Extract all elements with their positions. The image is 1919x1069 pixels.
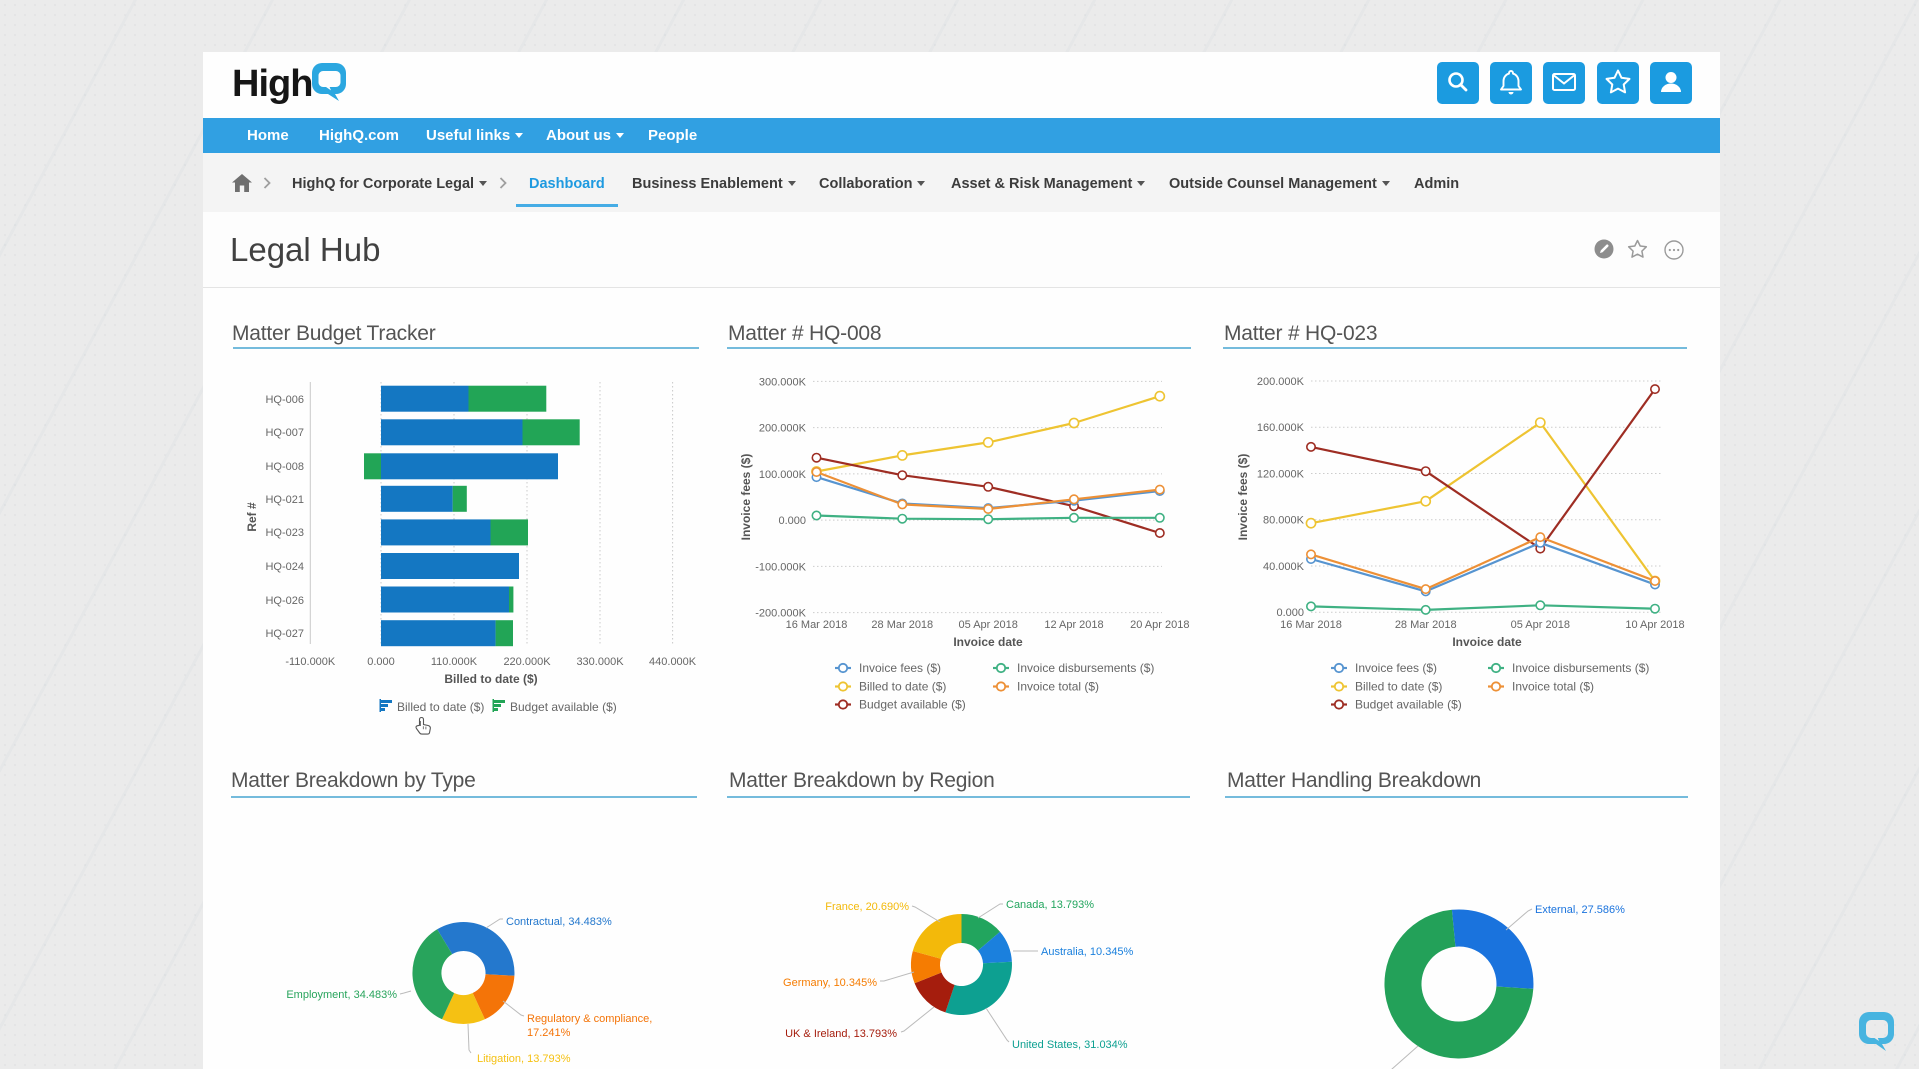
svg-text:200.000K: 200.000K	[1257, 376, 1305, 388]
svg-text:05 Apr 2018: 05 Apr 2018	[959, 619, 1018, 631]
svg-text:HQ-006: HQ-006	[265, 394, 304, 406]
svg-text:HQ-024: HQ-024	[265, 561, 304, 573]
svg-text:HQ-007: HQ-007	[265, 427, 304, 439]
svg-text:-110.000K: -110.000K	[285, 656, 336, 668]
svg-text:120.000K: 120.000K	[1257, 469, 1305, 481]
svg-text:Budget available ($): Budget available ($)	[1355, 698, 1462, 712]
svg-text:100.000K: 100.000K	[759, 469, 807, 481]
svg-text:Invoice fees ($): Invoice fees ($)	[1236, 454, 1250, 541]
svg-text:440.000K: 440.000K	[649, 656, 697, 668]
svg-text:0.000: 0.000	[1276, 607, 1304, 619]
svg-text:Billed to date ($): Billed to date ($)	[397, 700, 484, 714]
svg-text:40.000K: 40.000K	[1263, 561, 1305, 573]
svg-text:220.000K: 220.000K	[503, 656, 551, 668]
svg-text:Billed to date ($): Billed to date ($)	[859, 680, 946, 694]
svg-text:0.000: 0.000	[367, 656, 395, 668]
svg-text:300.000K: 300.000K	[759, 376, 807, 388]
svg-text:330.000K: 330.000K	[576, 656, 624, 668]
svg-text:Billed to date ($): Billed to date ($)	[444, 672, 537, 686]
svg-text:16 Mar 2018: 16 Mar 2018	[786, 619, 848, 631]
svg-text:20 Apr 2018: 20 Apr 2018	[1130, 619, 1189, 631]
svg-text:HQ-026: HQ-026	[265, 595, 304, 607]
svg-text:160.000K: 160.000K	[1257, 422, 1305, 434]
svg-text:110.000K: 110.000K	[431, 656, 478, 668]
svg-text:10 Apr 2018: 10 Apr 2018	[1625, 619, 1684, 631]
svg-text:Invoice total ($): Invoice total ($)	[1512, 680, 1594, 694]
svg-text:Litigation, 13.793%: Litigation, 13.793%	[477, 1053, 571, 1065]
svg-text:Budget available ($): Budget available ($)	[510, 700, 617, 714]
svg-text:0.000: 0.000	[778, 515, 806, 527]
svg-text:Invoice disbursements ($): Invoice disbursements ($)	[1017, 661, 1154, 675]
svg-text:Canada, 13.793%: Canada, 13.793%	[1006, 899, 1094, 911]
svg-text:Ref #: Ref #	[245, 502, 259, 532]
svg-text:Australia, 10.345%: Australia, 10.345%	[1041, 946, 1134, 958]
svg-text:Germany, 10.345%: Germany, 10.345%	[783, 977, 877, 989]
svg-text:-100.000K: -100.000K	[755, 561, 806, 573]
svg-text:HQ-008: HQ-008	[265, 461, 304, 473]
svg-text:12 Apr 2018: 12 Apr 2018	[1044, 619, 1103, 631]
svg-text:United States, 31.034%: United States, 31.034%	[1012, 1039, 1128, 1051]
svg-text:Invoice fees ($): Invoice fees ($)	[739, 454, 753, 541]
svg-text:Invoice date: Invoice date	[953, 635, 1023, 649]
svg-text:HQ-023: HQ-023	[265, 527, 304, 539]
svg-text:80.000K: 80.000K	[1263, 515, 1305, 527]
svg-text:Contractual, 34.483%: Contractual, 34.483%	[506, 916, 612, 928]
svg-text:Budget available ($): Budget available ($)	[859, 698, 966, 712]
svg-text:Invoice total ($): Invoice total ($)	[1017, 680, 1099, 694]
svg-text:28 Mar 2018: 28 Mar 2018	[871, 619, 933, 631]
svg-text:Employment, 34.483%: Employment, 34.483%	[286, 989, 397, 1001]
svg-text:UK & Ireland, 13.793%: UK & Ireland, 13.793%	[785, 1028, 897, 1040]
svg-text:Billed to date ($): Billed to date ($)	[1355, 680, 1442, 694]
svg-text:HQ-021: HQ-021	[265, 494, 304, 506]
svg-text:Invoice fees ($): Invoice fees ($)	[859, 661, 941, 675]
svg-text:Invoice date: Invoice date	[1452, 635, 1522, 649]
svg-text:16 Mar 2018: 16 Mar 2018	[1280, 619, 1342, 631]
svg-text:HQ-027: HQ-027	[265, 628, 304, 640]
svg-text:Invoice disbursements ($): Invoice disbursements ($)	[1512, 661, 1649, 675]
svg-text:05 Apr 2018: 05 Apr 2018	[1511, 619, 1570, 631]
svg-text:28 Mar 2018: 28 Mar 2018	[1395, 619, 1457, 631]
svg-text:200.000K: 200.000K	[759, 423, 807, 435]
svg-text:Regulatory & compliance,: Regulatory & compliance,	[527, 1013, 652, 1025]
svg-text:External, 27.586%: External, 27.586%	[1535, 904, 1625, 916]
svg-text:Invoice fees ($): Invoice fees ($)	[1355, 661, 1437, 675]
svg-text:-200.000K: -200.000K	[755, 608, 806, 620]
svg-text:17.241%: 17.241%	[527, 1027, 571, 1039]
svg-text:France, 20.690%: France, 20.690%	[825, 901, 909, 913]
